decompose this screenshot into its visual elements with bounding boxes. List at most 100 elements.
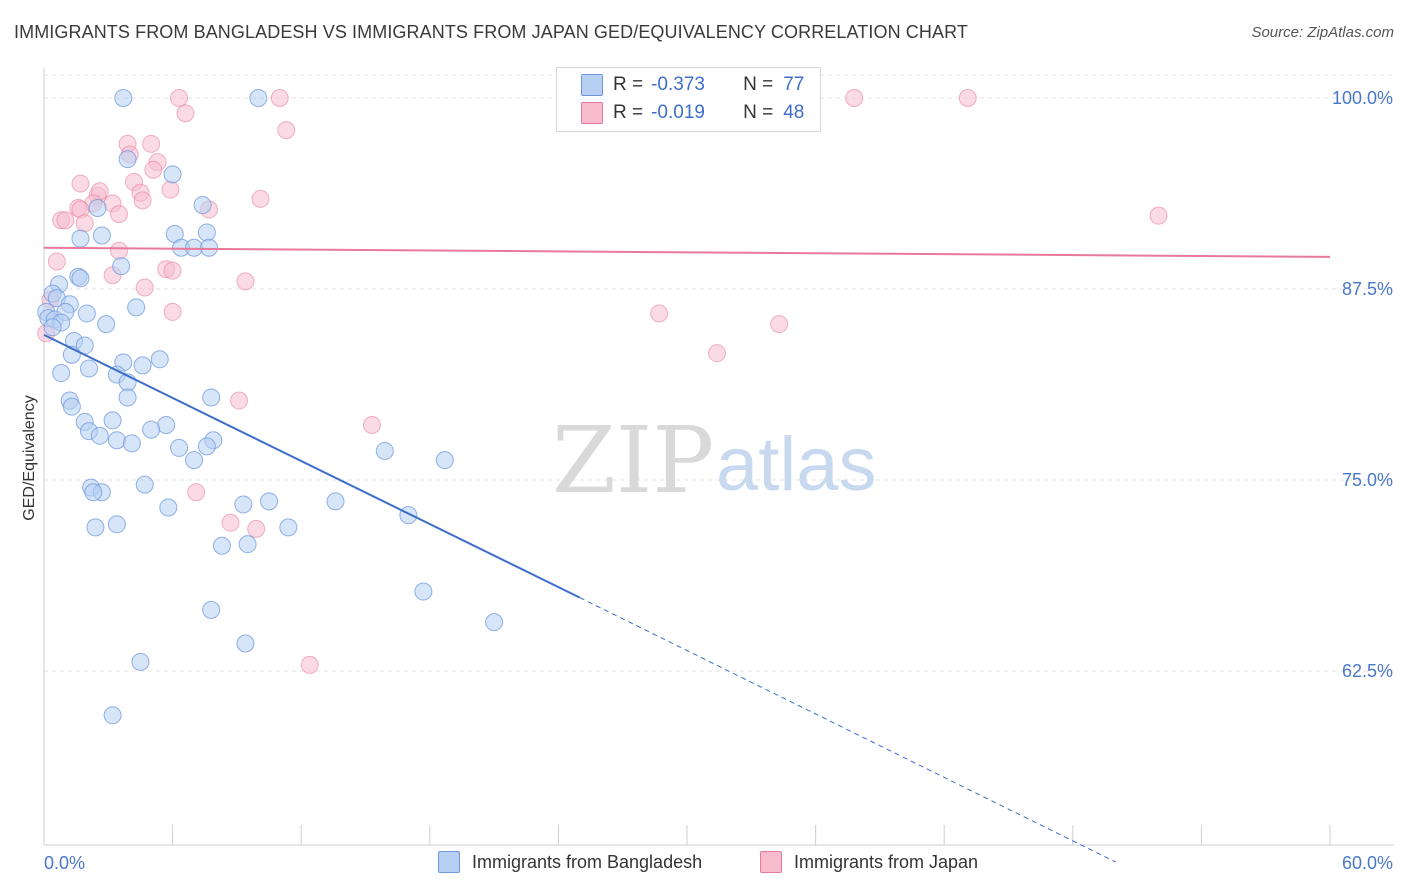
data-point-bangladesh <box>107 515 126 534</box>
series-bangladesh-points <box>37 89 504 725</box>
series-japan-points <box>37 89 1168 674</box>
data-point-bangladesh <box>88 199 107 218</box>
trend-line-bangladesh-extension <box>579 597 1116 863</box>
legend-n-value: 77 <box>783 74 805 95</box>
data-point-japan <box>163 302 182 321</box>
data-point-japan <box>362 415 381 434</box>
data-point-bangladesh <box>185 238 204 257</box>
data-point-japan <box>75 214 94 233</box>
data-point-bangladesh <box>107 431 126 450</box>
data-point-bangladesh <box>260 492 279 511</box>
data-point-japan <box>958 89 977 107</box>
data-point-bangladesh <box>197 437 216 456</box>
data-point-japan <box>708 344 727 363</box>
data-point-bangladesh <box>135 475 154 494</box>
trend-line-bangladesh <box>43 333 581 599</box>
data-point-japan <box>163 261 182 280</box>
data-point-bangladesh <box>197 223 216 242</box>
legend-box: R = -0.373 N = 77 R = -0.019 N = 48 <box>556 67 821 132</box>
data-point-bangladesh <box>279 518 298 537</box>
chart-title: IMMIGRANTS FROM BANGLADESH VS IMMIGRANTS… <box>14 22 968 42</box>
data-point-bangladesh <box>97 315 116 334</box>
data-point-bangladesh <box>157 415 176 434</box>
data-point-bangladesh <box>80 359 99 378</box>
legend-r-label: R = <box>613 102 644 123</box>
data-point-bangladesh <box>202 388 221 407</box>
data-point-bangladesh <box>185 451 204 470</box>
data-point-bangladesh <box>71 269 90 288</box>
data-point-bangladesh <box>103 706 122 725</box>
data-point-bangladesh <box>114 89 133 107</box>
gridlines <box>44 74 1394 672</box>
bottom-legend-bangladesh: Immigrants from Bangladesh <box>438 851 702 873</box>
bottom-legend-label-japan: Immigrants from Japan <box>794 851 979 872</box>
data-point-japan <box>56 211 75 230</box>
data-point-bangladesh <box>399 506 418 525</box>
data-point-bangladesh <box>200 238 219 257</box>
data-point-bangladesh <box>249 89 268 107</box>
data-point-bangladesh <box>170 438 189 457</box>
data-point-bangladesh <box>193 195 212 214</box>
data-point-bangladesh <box>234 495 253 514</box>
data-point-bangladesh <box>103 411 122 430</box>
data-point-bangladesh <box>131 652 150 671</box>
source-credit: Source: ZipAtlas.com <box>1251 24 1394 41</box>
data-point-japan <box>161 180 180 199</box>
data-point-japan <box>221 513 240 532</box>
data-point-japan <box>142 134 161 153</box>
data-point-bangladesh <box>485 613 504 632</box>
data-point-bangladesh <box>86 518 105 537</box>
legend-r-label: R = <box>613 74 644 95</box>
x-tick-label: 0.0% <box>44 853 85 873</box>
bottom-legend-japan: Immigrants from Japan <box>760 851 978 873</box>
data-point-japan <box>300 655 319 674</box>
data-point-japan <box>236 272 255 291</box>
data-point-bangladesh <box>84 483 103 502</box>
data-point-japan <box>770 315 789 334</box>
data-point-bangladesh <box>163 165 182 184</box>
watermark-zip: ZIP <box>552 407 714 514</box>
y-tick-label: 62.5% <box>1342 661 1393 681</box>
data-point-japan <box>845 89 864 107</box>
trend-line-japan <box>43 246 1331 258</box>
legend-n-label: N = <box>743 74 774 95</box>
data-point-bangladesh <box>90 426 109 445</box>
data-point-japan <box>277 121 296 140</box>
data-point-bangladesh <box>118 150 137 169</box>
watermark-atlas: atlas <box>716 422 877 507</box>
x-tick-label: 60.0% <box>1342 853 1393 873</box>
data-point-japan <box>1149 206 1168 225</box>
data-point-japan <box>170 89 189 107</box>
legend-row-bangladesh: R = -0.373 N = 77 <box>581 73 805 97</box>
y-tick-label: 87.5% <box>1342 279 1393 299</box>
data-point-bangladesh <box>375 441 394 460</box>
data-point-japan <box>110 241 129 260</box>
data-point-bangladesh <box>236 634 255 653</box>
bottom-legend-label-bangladesh: Immigrants from Bangladesh <box>472 851 703 872</box>
data-point-bangladesh <box>212 536 231 555</box>
legend-n-label: N = <box>743 102 774 123</box>
data-point-bangladesh <box>142 420 161 439</box>
data-point-japan <box>133 191 152 210</box>
data-point-japan <box>187 483 206 502</box>
axes <box>43 68 1394 846</box>
data-point-japan <box>270 89 289 107</box>
data-point-bangladesh <box>150 350 169 369</box>
y-tick-label: 100.0% <box>1332 88 1393 108</box>
data-point-bangladesh <box>326 492 345 511</box>
trend-lines <box>43 246 1331 863</box>
data-point-japan <box>135 278 154 297</box>
data-point-bangladesh <box>118 388 137 407</box>
data-point-bangladesh <box>43 318 62 337</box>
data-point-japan <box>247 519 266 538</box>
data-point-japan <box>176 104 195 123</box>
data-point-japan <box>650 304 669 323</box>
data-point-japan <box>251 189 270 208</box>
watermark: ZIP atlas <box>552 407 877 514</box>
legend-row-japan: R = -0.019 N = 48 <box>581 101 804 125</box>
data-point-bangladesh <box>127 298 146 317</box>
legend-r-value: -0.019 <box>651 102 705 123</box>
data-point-bangladesh <box>435 451 454 470</box>
tick-labels: 62.5% 75.0% 87.5% 100.0% 0.0% 60.0% <box>44 88 1393 873</box>
